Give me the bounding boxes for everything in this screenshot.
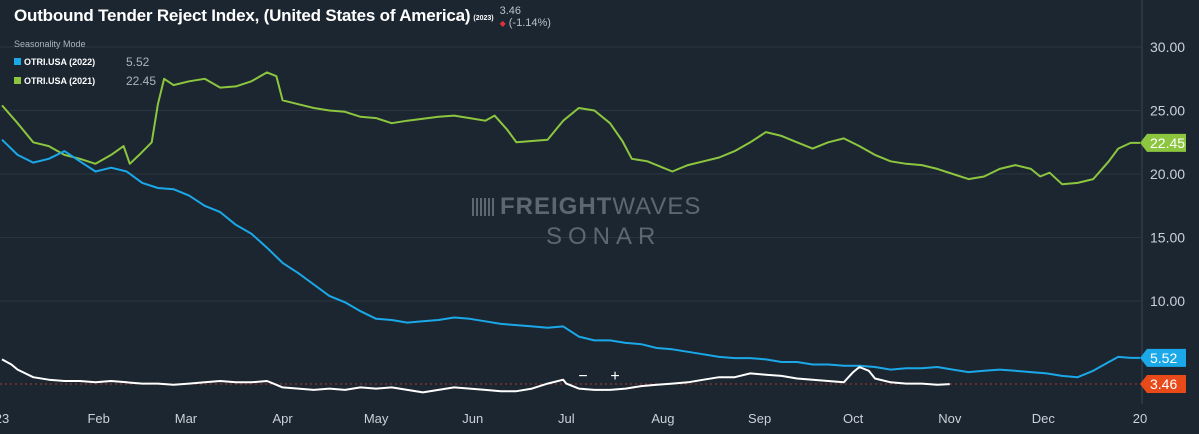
x-tick-label: Oct [843, 411, 864, 426]
series-line-2 [1, 358, 950, 394]
end-label-text: 22.45 [1150, 135, 1185, 151]
legend-item-2022[interactable]: OTRI.USA (2022) 5.52 [14, 52, 156, 71]
series-line-0 [1, 71, 1140, 186]
watermark-brand-light: WAVES [612, 193, 702, 220]
zoom-in-button[interactable]: + [610, 368, 620, 385]
watermark-brand-bold: FREIGHT [500, 193, 613, 220]
legend-name: OTRI.USA (2022) [24, 56, 96, 67]
legend-value: 5.52 [126, 54, 150, 69]
y-tick-label: 30.00 [1150, 39, 1185, 55]
end-label-text: 5.52 [1150, 350, 1177, 366]
chart-header: Outbound Tender Reject Index, (United St… [14, 5, 551, 30]
x-tick-label: Nov [938, 411, 962, 426]
x-tick-label: 20 [1133, 411, 1147, 426]
x-tick-label: 23 [0, 411, 9, 426]
legend-swatch-2022 [14, 58, 21, 65]
end-label-flag-0 [1140, 133, 1186, 152]
legend-item-2021[interactable]: OTRI.USA (2021) 22.45 [14, 71, 156, 90]
x-tick-label: Apr [272, 411, 293, 426]
end-label-flag-2 [1140, 375, 1186, 394]
legend-swatch-2021 [14, 77, 21, 84]
end-label-flag-1 [1140, 348, 1186, 367]
last-value-box: 3.46 ◆ (-1.14%) [500, 5, 551, 30]
x-tick-label: Sep [748, 411, 771, 426]
x-tick-label: May [364, 411, 389, 426]
y-tick-label: 25.00 [1150, 103, 1185, 119]
y-tick-label: 10.00 [1150, 293, 1185, 309]
seasonality-mode-label: Seasonality Mode [14, 39, 86, 49]
last-value: 3.46 [499, 5, 522, 17]
down-arrow-icon: ◆ [499, 19, 506, 28]
legend-name: OTRI.USA (2021) [24, 75, 96, 86]
legend-value: 22.45 [126, 73, 157, 88]
change-readout: ◆ (-1.14%) [500, 17, 551, 30]
end-label-text: 3.46 [1150, 376, 1177, 392]
legend: OTRI.USA (2022) 5.52 OTRI.USA (2021) 22.… [14, 52, 156, 90]
chart-title: Outbound Tender Reject Index, (United St… [14, 6, 471, 25]
x-tick-label: Jul [558, 411, 575, 426]
series-line-1 [1, 138, 1140, 379]
y-tick-label: 20.00 [1150, 166, 1185, 182]
change-value: (-1.14%) [508, 17, 551, 29]
freightwaves-sonar-watermark: FREIGHT WAVES SONAR [472, 193, 752, 251]
watermark-sub: SONAR [546, 223, 662, 250]
x-tick-label: Jun [462, 411, 483, 426]
zoom-controls: − + [575, 368, 623, 386]
y-tick-label: 15.00 [1150, 230, 1185, 246]
x-tick-label: Aug [651, 411, 674, 426]
x-tick-label: Dec [1032, 411, 1056, 426]
x-tick-label: Mar [175, 411, 198, 426]
freightwaves-logo-icon [472, 198, 494, 216]
title-year-tag: (2023) [473, 15, 494, 22]
x-tick-label: Feb [87, 411, 109, 426]
zoom-out-button[interactable]: − [578, 368, 588, 385]
